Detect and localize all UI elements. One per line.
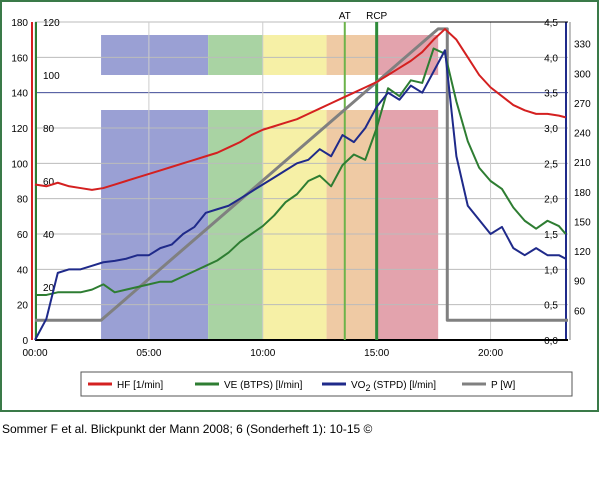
p-tick-label: 120 xyxy=(574,247,591,258)
series-line-hf xyxy=(34,28,566,191)
x-tick-label: 00:00 xyxy=(22,348,47,359)
vo2-tick-label: 4,0 xyxy=(544,53,558,64)
zone-band xyxy=(101,110,209,340)
p-tick-label: 90 xyxy=(574,277,586,288)
hf-tick-label: 180 xyxy=(11,18,28,29)
vo2-tick-label: 0,5 xyxy=(544,301,558,312)
zone-band xyxy=(262,110,327,340)
p-tick-label: 270 xyxy=(574,99,591,110)
source-citation: Sommer F et al. Blickpunkt der Mann 2008… xyxy=(2,422,373,436)
vo2-tick-label: 1,5 xyxy=(544,230,558,241)
series-line-ve xyxy=(35,47,567,296)
vo2-tick-label: 0,0 xyxy=(544,336,558,347)
p-tick-label: 300 xyxy=(574,69,591,80)
marker-label-rcp: RCP xyxy=(366,11,387,22)
hf-tick-label: 0 xyxy=(22,336,28,347)
zone-band xyxy=(326,35,377,75)
ve-tick-label: 120 xyxy=(43,18,60,29)
zone-band xyxy=(208,110,263,340)
p-tick-label: 180 xyxy=(574,188,591,199)
legend-label: P [W] xyxy=(491,380,515,391)
legend-label: VO2 (STPD) [l/min] xyxy=(351,380,436,393)
hf-tick-label: 40 xyxy=(17,265,29,276)
p-tick-label: 150 xyxy=(574,217,591,228)
series-line-vo2 xyxy=(34,49,567,341)
marker-label-at: AT xyxy=(339,11,351,22)
vo2-tick-label: 2,0 xyxy=(544,195,558,206)
vo2-tick-label: 3,0 xyxy=(544,124,558,135)
hf-tick-label: 20 xyxy=(17,301,29,312)
x-tick-label: 15:00 xyxy=(364,348,389,359)
vo2-tick-label: 4,5 xyxy=(544,18,558,29)
x-tick-label: 05:00 xyxy=(136,348,161,359)
zone-band xyxy=(376,110,439,340)
zone-band xyxy=(101,35,209,75)
p-tick-label: 210 xyxy=(574,158,591,169)
p-tick-label: 330 xyxy=(574,40,591,51)
p-tick-label: 60 xyxy=(574,306,586,317)
ve-tick-label: 60 xyxy=(43,177,55,188)
hf-tick-label: 100 xyxy=(11,159,28,170)
hf-tick-label: 120 xyxy=(11,124,28,135)
vo2-tick-label: 3,5 xyxy=(544,89,558,100)
hf-tick-label: 140 xyxy=(11,89,28,100)
ve-tick-label: 100 xyxy=(43,71,60,82)
ve-tick-label: 20 xyxy=(43,283,55,294)
hf-tick-label: 80 xyxy=(17,195,29,206)
hf-tick-label: 60 xyxy=(17,230,29,241)
p-tick-label: 240 xyxy=(574,129,591,140)
ve-tick-label: 40 xyxy=(43,230,55,241)
legend-label: HF [1/min] xyxy=(117,380,163,391)
x-tick-label: 20:00 xyxy=(478,348,503,359)
zone-band xyxy=(262,35,327,75)
legend-label: VE (BTPS) [l/min] xyxy=(224,380,303,391)
vo2-tick-label: 1,0 xyxy=(544,265,558,276)
hf-tick-label: 160 xyxy=(11,53,28,64)
x-tick-label: 10:00 xyxy=(250,348,275,359)
zone-band xyxy=(326,110,377,340)
zone-band xyxy=(208,35,263,75)
vo2-tick-label: 2,5 xyxy=(544,159,558,170)
series-line-p xyxy=(35,27,568,322)
ve-tick-label: 80 xyxy=(43,124,55,135)
